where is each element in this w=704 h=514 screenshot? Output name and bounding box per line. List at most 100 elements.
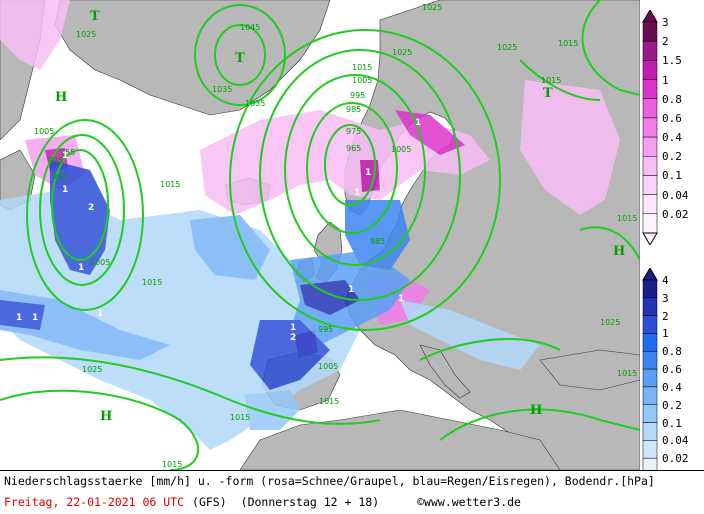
rain-colorbar — [642, 268, 658, 488]
legend-tick-label: 0.02 — [662, 207, 689, 221]
colorbar-arrow-down — [642, 232, 658, 245]
precip-marker: 2 — [88, 203, 94, 213]
isobar-label: 1015 — [558, 39, 578, 48]
legend-tick-label: 0.2 — [662, 150, 682, 164]
isobar-labels: 1045 1035 1025 1025 1035 1015 1015 1015 … — [34, 3, 637, 469]
weather-map: 1045 1035 1025 1025 1035 1015 1015 1015 … — [0, 0, 640, 470]
isobar-label: 1005 — [318, 362, 338, 371]
precip-marker: 1 — [398, 294, 404, 304]
isobar-label: 1015 — [352, 63, 372, 72]
colorbar-swatch — [642, 440, 658, 459]
legend-tick-label: 0.02 — [662, 452, 689, 466]
colorbar-swatch — [642, 21, 658, 42]
high-pressure-label: H — [100, 409, 112, 424]
low-pressure-label: T — [90, 9, 100, 24]
isobar-label: 965 — [346, 144, 361, 153]
isobar-label: 1025 — [422, 3, 442, 12]
colorbar-swatch — [642, 60, 658, 80]
colorbar-swatch — [642, 194, 658, 215]
chart-footer: Niederschlagsstaerke [mm/h] u. -form (ro… — [0, 470, 704, 514]
legend-tick-label: 4 — [662, 274, 669, 287]
isobar-label: 1035 — [212, 85, 232, 94]
isobar-label: 1025 — [82, 365, 102, 374]
precip-marker: 1 — [32, 313, 38, 323]
colorbar-swatch — [642, 40, 658, 61]
valid-date: Freitag, 22-01-2021 06 UTC — [4, 495, 185, 509]
precip-marker: 2 — [290, 333, 296, 343]
precip-marker: 1 — [78, 263, 84, 273]
caption: Niederschlagsstaerke [mm/h] u. -form (ro… — [4, 474, 655, 488]
colorbar-swatch — [642, 98, 658, 119]
pressure-centers: T H T T H H H — [55, 9, 625, 424]
low-pressure-label: T — [235, 51, 245, 66]
colorbar-swatch — [642, 351, 658, 370]
isobar-label: 965 — [52, 172, 67, 181]
colorbar-swatch — [642, 404, 658, 423]
precip-marker: 1 — [62, 151, 68, 161]
rain-legend: 4 3 2 1 0.8 0.6 0.4 0.2 0.1 0.04 0.02 — [640, 268, 704, 488]
isobar-label: 1015 — [617, 369, 637, 378]
legend-tick-label: 2 — [662, 309, 669, 323]
isobar-label: 995 — [318, 325, 333, 334]
isobar-layer — [0, 0, 640, 470]
legend-tick-label: 0.1 — [662, 416, 682, 430]
precip-markers: 1 1 2 1 1 1 1 1 1 1 2 1 1 1 1 — [16, 118, 421, 343]
isobar-label: 995 — [350, 91, 365, 100]
isobar-label: 985 — [370, 237, 385, 246]
precip-marker: 1 — [290, 323, 296, 333]
model-name: (GFS) — [192, 495, 227, 509]
colorbar-swatch — [642, 79, 658, 99]
legend-tick-label: 0.6 — [662, 111, 682, 125]
precip-marker: 1 — [97, 309, 103, 319]
colorbar-swatch — [642, 386, 658, 405]
isobar-label: 1005 — [352, 76, 372, 85]
legend-tick-label: 1 — [662, 327, 669, 341]
legend-tick-label: 0.1 — [662, 169, 682, 183]
colorbar-swatch — [642, 368, 658, 388]
isobar-label: 995 — [48, 156, 63, 165]
isobar-label: 1015 — [319, 397, 339, 406]
legend-tick-label: 2 — [662, 35, 669, 49]
isobar-label: 975 — [346, 127, 361, 136]
precip-marker: 1 — [348, 285, 354, 295]
isobar-label: 1005 — [34, 127, 54, 136]
isobar-label: 1025 — [497, 43, 517, 52]
colorbar-swatch — [642, 422, 658, 441]
isobar-label: 1005 — [391, 145, 411, 154]
snow-colorbar — [642, 10, 658, 245]
isobar-label: 1045 — [240, 23, 260, 32]
precip-marker: 1 — [354, 188, 360, 198]
copyright-link[interactable]: ©www.wetter3.de — [417, 495, 521, 509]
isobar-label: 1015 — [142, 278, 162, 287]
colorbar-arrow-up — [642, 268, 658, 281]
colorbar-swatch — [642, 315, 658, 334]
precip-marker: 1 — [415, 118, 421, 128]
low-pressure-label: T — [543, 86, 553, 101]
legend-tick-label: 0.4 — [662, 380, 682, 394]
isobar-label: 1015 — [162, 460, 182, 469]
isobar-label: 1015 — [617, 214, 637, 223]
colorbar-swatch — [642, 279, 658, 299]
isobar-label: 985 — [346, 105, 361, 114]
colorbar-swatch — [642, 156, 658, 176]
isobar-label: 1025 — [600, 318, 620, 327]
isobar-label: 1015 — [541, 76, 561, 85]
precip-marker: 1 — [62, 185, 68, 195]
high-pressure-label: H — [55, 90, 67, 105]
colorbar-swatch — [642, 213, 658, 234]
model-run: (Donnerstag 12 + 18) — [240, 495, 380, 509]
colorbar-swatch — [642, 175, 658, 195]
isobar-label: 955 — [60, 148, 75, 157]
precip-marker: 1 — [322, 203, 328, 213]
isobar-label: 1025 — [392, 48, 412, 57]
isobar-label: 1025 — [76, 30, 96, 39]
colorbar-swatch — [642, 117, 658, 138]
info-line: Freitag, 22-01-2021 06 UTC (GFS) (Donnerst… — [4, 495, 521, 509]
legend-tick-label: 0.2 — [662, 398, 682, 412]
legend-tick-label: 1.5 — [662, 54, 682, 68]
isobar-label: 1015 — [160, 180, 180, 189]
precip-marker: 1 — [365, 168, 371, 178]
high-pressure-label: H — [613, 244, 625, 259]
legend-tick-label: 1 — [662, 73, 669, 87]
snow-legend: 3 2 1.5 1 0.8 0.6 0.4 0.2 0.1 0.04 0.02 — [640, 10, 704, 245]
